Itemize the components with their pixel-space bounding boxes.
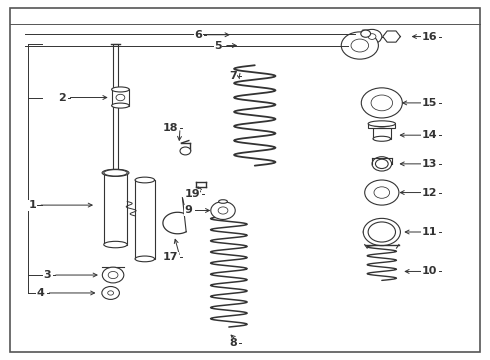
Circle shape <box>341 32 378 59</box>
Text: 17: 17 <box>163 252 178 262</box>
Circle shape <box>365 180 399 205</box>
Bar <box>368 124 395 128</box>
Ellipse shape <box>135 256 155 262</box>
Circle shape <box>361 30 370 37</box>
Circle shape <box>108 291 114 295</box>
Text: 4: 4 <box>37 288 45 298</box>
Ellipse shape <box>368 121 395 127</box>
Ellipse shape <box>363 228 400 236</box>
Circle shape <box>368 34 376 40</box>
Text: 6: 6 <box>195 30 202 40</box>
Text: 19: 19 <box>184 189 200 199</box>
Text: 7: 7 <box>229 71 237 81</box>
Circle shape <box>108 271 118 279</box>
Ellipse shape <box>135 177 155 183</box>
Text: 8: 8 <box>229 338 237 348</box>
Circle shape <box>374 187 390 198</box>
Text: 14: 14 <box>421 130 437 140</box>
Ellipse shape <box>102 169 129 176</box>
Text: 18: 18 <box>163 123 178 133</box>
Text: 5: 5 <box>215 41 222 50</box>
Ellipse shape <box>373 136 391 141</box>
Circle shape <box>362 30 382 44</box>
Ellipse shape <box>219 200 227 203</box>
Circle shape <box>211 202 235 220</box>
Text: 15: 15 <box>422 98 437 108</box>
Ellipse shape <box>373 122 391 127</box>
Circle shape <box>351 39 368 52</box>
Circle shape <box>368 222 395 242</box>
Circle shape <box>102 267 124 283</box>
Text: 16: 16 <box>421 32 437 41</box>
Bar <box>104 173 127 244</box>
Text: 10: 10 <box>422 266 437 276</box>
Circle shape <box>218 207 228 214</box>
Circle shape <box>371 95 392 111</box>
Circle shape <box>375 159 388 168</box>
Ellipse shape <box>112 103 129 108</box>
Circle shape <box>375 227 389 237</box>
Circle shape <box>116 94 125 101</box>
Circle shape <box>363 219 400 246</box>
Text: 1: 1 <box>28 200 36 210</box>
Text: 3: 3 <box>44 270 51 280</box>
Text: 2: 2 <box>58 93 66 103</box>
Circle shape <box>180 147 191 155</box>
Text: 12: 12 <box>421 188 437 198</box>
Text: 11: 11 <box>421 227 437 237</box>
Bar <box>112 89 129 105</box>
Text: 13: 13 <box>422 159 437 169</box>
Circle shape <box>372 157 392 171</box>
Bar <box>113 44 119 173</box>
Bar <box>135 180 155 259</box>
Bar <box>373 128 391 139</box>
Ellipse shape <box>104 170 127 176</box>
Circle shape <box>361 88 402 118</box>
Circle shape <box>102 287 120 300</box>
Text: 9: 9 <box>185 206 193 216</box>
Ellipse shape <box>104 241 127 248</box>
Ellipse shape <box>112 87 129 92</box>
